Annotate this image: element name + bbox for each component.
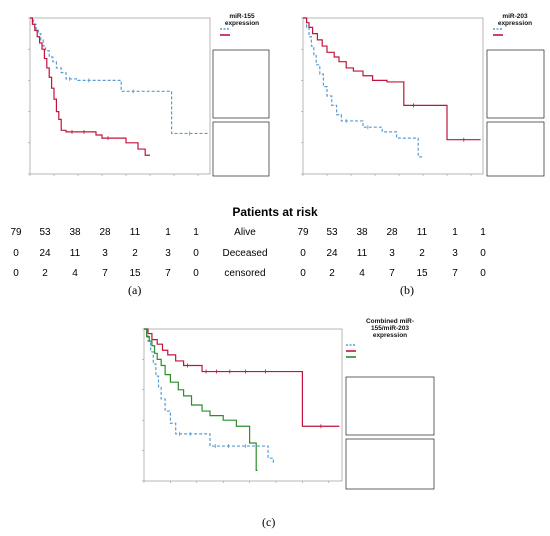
risk-cell-right: 0 [480, 248, 486, 259]
risk-cell-left: 3 [102, 248, 108, 259]
risk-cell-right: 1 [480, 227, 486, 238]
risk-cell-right: 53 [326, 227, 338, 238]
risk-cell-right: 4 [359, 268, 365, 279]
series-line-2 [144, 328, 340, 427]
risk-row-label: Alive [234, 227, 256, 238]
risk-cell-left: 7 [165, 268, 171, 279]
chart-b-kaplan-meier: miR-203 expression [301, 13, 545, 177]
risk-cell-left: 11 [129, 227, 141, 238]
series-line-3 [144, 328, 258, 471]
info-box-2 [486, 121, 545, 177]
risk-cell-left: 24 [39, 248, 51, 259]
risk-row-label: censored [224, 268, 266, 279]
panel-label-c: (c) [262, 515, 276, 529]
risk-cell-left: 2 [42, 268, 48, 279]
risk-cell-right: 11 [416, 227, 428, 238]
risk-cell-right: 38 [356, 227, 368, 238]
risk-cell-left: 0 [193, 268, 199, 279]
info-box-1 [212, 49, 270, 119]
series-line-1 [144, 328, 274, 463]
risk-cell-right: 24 [326, 248, 338, 259]
risk-row-label: Deceased [222, 248, 268, 259]
risk-cell-left: 1 [165, 227, 171, 238]
risk-cell-left: 0 [13, 248, 19, 259]
info-box-2 [345, 438, 435, 490]
plot-area [29, 17, 211, 175]
risk-cell-right: 7 [452, 268, 458, 279]
risk-cell-right: 2 [419, 248, 425, 259]
chart-a-kaplan-meier: miR-155 expression [28, 13, 270, 177]
risk-cell-right: 7 [389, 268, 395, 279]
risk-cell-left: 11 [69, 248, 81, 259]
risk-cell-right: 1 [452, 227, 458, 238]
risk-cell-left: 2 [132, 248, 138, 259]
risk-cell-left: 1 [193, 227, 199, 238]
series-line-2 [30, 17, 150, 156]
patients-at-risk-title: Patients at risk [232, 205, 318, 219]
risk-cell-left: 38 [69, 227, 81, 238]
legend-title: miR-203 expression [498, 13, 532, 27]
risk-cell-right: 28 [386, 227, 398, 238]
risk-cell-left: 3 [165, 248, 171, 259]
risk-cell-left: 4 [72, 268, 78, 279]
series-line-2 [303, 17, 481, 141]
legend-title: Combined miR-155/miR-203 expression [366, 318, 414, 339]
risk-cell-right: 11 [356, 248, 368, 259]
info-box-2 [212, 121, 270, 177]
chart-c-kaplan-meier: Combined miR-155/miR-203 expression [142, 318, 435, 490]
panel-label-a: (a) [128, 283, 142, 297]
risk-cell-right: 15 [416, 268, 428, 279]
risk-cell-right: 3 [452, 248, 458, 259]
series-line-1 [303, 17, 423, 158]
risk-cell-right: 3 [389, 248, 395, 259]
risk-cell-left: 28 [99, 227, 111, 238]
risk-cell-left: 15 [129, 268, 141, 279]
plot-area [302, 17, 484, 175]
plot-area [143, 328, 343, 482]
risk-cell-right: 0 [480, 268, 486, 279]
legend-title: miR-155 expression [225, 13, 259, 27]
risk-cell-left: 7 [102, 268, 108, 279]
risk-cell-right: 2 [329, 268, 335, 279]
risk-cell-left: 79 [10, 227, 22, 238]
series-line-1 [30, 17, 208, 135]
risk-cell-left: 0 [193, 248, 199, 259]
risk-cell-right: 79 [297, 227, 309, 238]
risk-cell-left: 53 [39, 227, 51, 238]
risk-cell-right: 0 [300, 268, 306, 279]
risk-cell-left: 0 [13, 268, 19, 279]
info-box-1 [486, 49, 545, 119]
info-box-1 [345, 376, 435, 436]
risk-cell-right: 0 [300, 248, 306, 259]
panel-label-b: (b) [400, 283, 414, 297]
